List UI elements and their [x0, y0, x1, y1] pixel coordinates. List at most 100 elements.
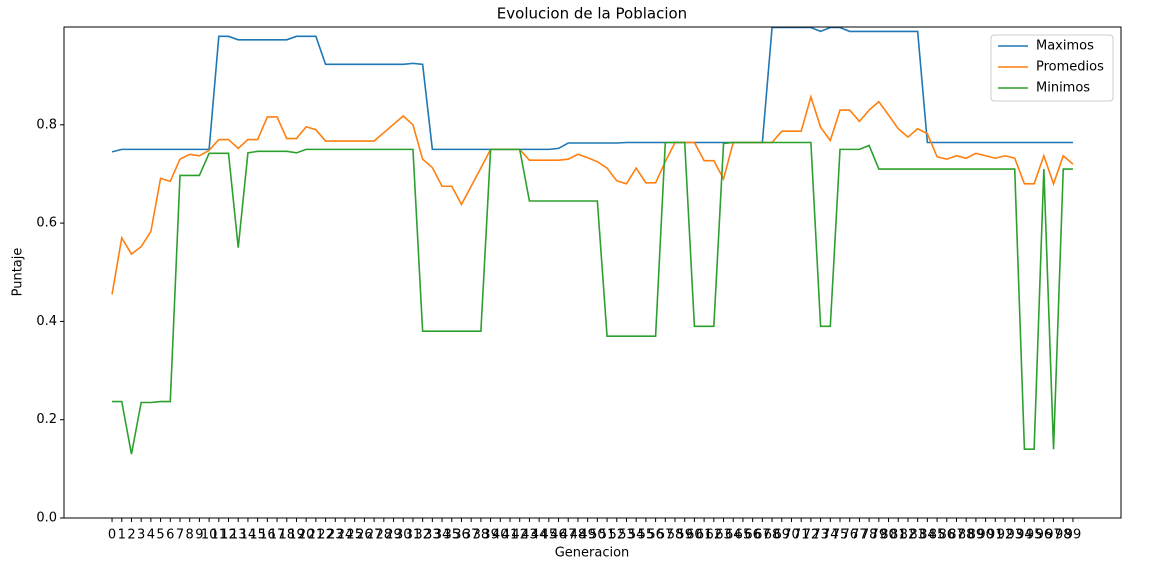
- x-tick-label: 16: [259, 528, 276, 543]
- x-tick-label: 78: [861, 528, 878, 543]
- x-tick-label: 91: [987, 528, 1004, 543]
- series-line: [111, 26, 1073, 153]
- x-tick-label: 73: [812, 528, 829, 543]
- x-tick-label: 82: [900, 528, 917, 543]
- x-tick-label: 59: [676, 528, 693, 543]
- x-tick-label: 71: [793, 528, 810, 543]
- x-tick-label: 4: [147, 528, 155, 543]
- x-tick-label: 60: [686, 528, 703, 543]
- x-tick-label: 14: [240, 528, 257, 543]
- x-axis-label: Generacion: [555, 546, 630, 561]
- x-tick-label: 6: [166, 528, 174, 543]
- x-tick-label: 25: [346, 528, 363, 543]
- y-tick-label: 0.8: [36, 117, 57, 132]
- x-tick-label: 74: [822, 528, 839, 543]
- x-tick-label: 56: [647, 528, 664, 543]
- x-tick-label: 12: [220, 528, 237, 543]
- x-tick-label: 85: [929, 528, 946, 543]
- x-tick-label: 23: [327, 528, 344, 543]
- x-tick-label: 2: [127, 528, 135, 543]
- x-tick-label: 86: [939, 528, 956, 543]
- x-tick-label: 42: [511, 528, 528, 543]
- x-tick-label: 40: [492, 528, 509, 543]
- legend-box: [990, 34, 1114, 102]
- x-tick-label: 77: [851, 528, 868, 543]
- x-tick-label: 55: [638, 528, 655, 543]
- x-tick-label: 87: [948, 528, 965, 543]
- x-tick-label: 38: [473, 528, 490, 543]
- x-tick-label: 33: [424, 528, 441, 543]
- x-tick-label: 64: [725, 528, 742, 543]
- legend-label: Minimos: [1036, 81, 1090, 96]
- x-tick-label: 75: [832, 528, 849, 543]
- x-tick-label: 99: [1065, 528, 1082, 543]
- x-tick-label: 44: [531, 528, 548, 543]
- x-tick-label: 5: [156, 528, 164, 543]
- x-tick-label: 21: [308, 528, 325, 543]
- x-tick-label: 51: [599, 528, 616, 543]
- x-tick-label: 29: [385, 528, 402, 543]
- x-tick-label: 32: [414, 528, 431, 543]
- x-tick-label: 80: [880, 528, 897, 543]
- x-tick-label: 19: [288, 528, 305, 543]
- x-tick-label: 9: [195, 528, 203, 543]
- x-tick-label: 62: [706, 528, 723, 543]
- x-tick-label: 61: [696, 528, 713, 543]
- x-tick-label: 46: [550, 528, 567, 543]
- x-tick-label: 20: [298, 528, 315, 543]
- x-tick-label: 96: [1036, 528, 1053, 543]
- x-tick-label: 18: [278, 528, 295, 543]
- series-line: [112, 141, 1073, 455]
- x-tick-label: 53: [618, 528, 635, 543]
- x-tick-label: 3: [137, 528, 145, 543]
- x-tick-label: 17: [269, 528, 286, 543]
- x-tick-label: 69: [773, 528, 790, 543]
- x-tick-label: 7: [176, 528, 184, 543]
- x-tick-label: 79: [871, 528, 888, 543]
- x-tick-label: 15: [249, 528, 266, 543]
- chart-title: Evolucion de la Poblacion: [497, 5, 687, 23]
- x-tick-label: 39: [482, 528, 499, 543]
- x-tick-label: 84: [919, 528, 936, 543]
- x-tick-label: 10: [201, 528, 218, 543]
- x-tick-label: 1: [118, 528, 126, 543]
- x-tick-label: 31: [405, 528, 422, 543]
- plot-frame: [63, 26, 1122, 519]
- legend-label: Maximos: [1036, 39, 1094, 54]
- x-tick-label: 88: [958, 528, 975, 543]
- x-tick-label: 41: [502, 528, 519, 543]
- x-tick-label: 63: [715, 528, 732, 543]
- x-tick-label: 81: [890, 528, 907, 543]
- y-tick-label: 0.6: [36, 216, 57, 231]
- x-tick-label: 30: [395, 528, 412, 543]
- x-tick-label: 50: [589, 528, 606, 543]
- x-tick-label: 52: [608, 528, 625, 543]
- x-tick-label: 36: [453, 528, 470, 543]
- x-tick-label: 0: [108, 528, 116, 543]
- x-tick-label: 48: [570, 528, 587, 543]
- x-tick-label: 34: [434, 528, 451, 543]
- y-tick-label: 0.2: [36, 412, 57, 427]
- x-tick-label: 11: [211, 528, 228, 543]
- x-tick-label: 49: [579, 528, 596, 543]
- x-tick-label: 72: [803, 528, 820, 543]
- x-tick-label: 65: [735, 528, 752, 543]
- x-tick-label: 93: [1006, 528, 1023, 543]
- y-tick-label: 0.4: [36, 314, 57, 329]
- legend-label: Promedios: [1036, 60, 1104, 75]
- x-tick-label: 90: [977, 528, 994, 543]
- x-tick-label: 67: [754, 528, 771, 543]
- x-tick-label: 92: [997, 528, 1014, 543]
- x-tick-label: 83: [909, 528, 926, 543]
- x-tick-label: 94: [1016, 528, 1033, 543]
- x-tick-label: 89: [968, 528, 985, 543]
- x-tick-label: 45: [541, 528, 558, 543]
- x-tick-label: 68: [764, 528, 781, 543]
- x-tick-label: 57: [657, 528, 674, 543]
- x-tick-label: 47: [560, 528, 577, 543]
- x-tick-label: 66: [744, 528, 761, 543]
- y-axis-label: Puntaje: [11, 248, 26, 297]
- series-line: [111, 94, 1074, 295]
- x-tick-label: 13: [230, 528, 247, 543]
